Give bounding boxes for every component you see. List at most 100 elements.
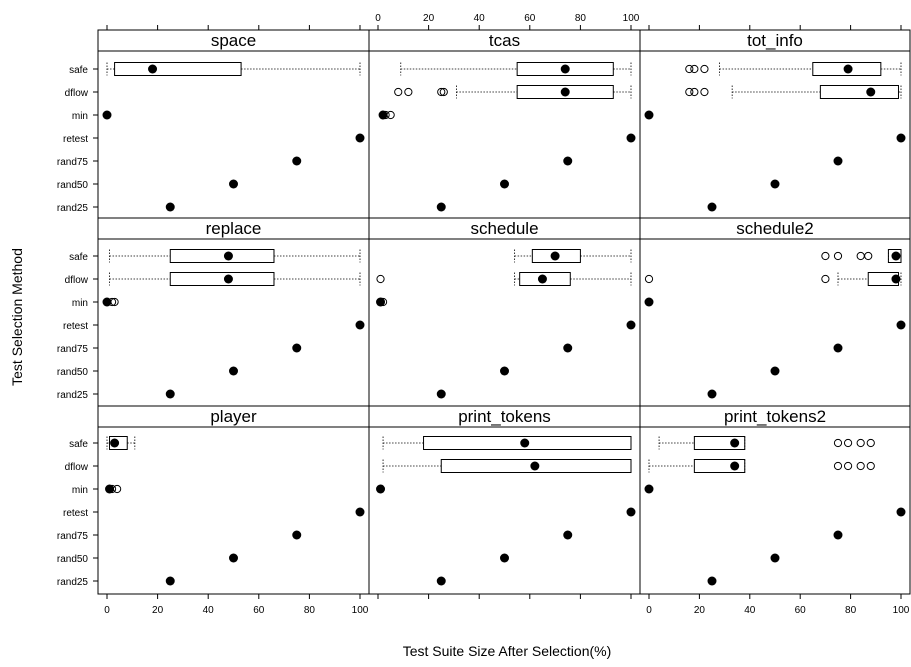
panel-schedule2-min-point [644, 297, 654, 307]
y-tick-label-min: min [72, 111, 88, 122]
y-axis-title: Test Selection Method [9, 248, 25, 386]
y-tick-label-rand75: rand75 [57, 157, 89, 168]
panel-tot_info-min-point [644, 110, 654, 120]
panel-print_tokens2-min-point [644, 484, 654, 494]
panel-space-rand75-point [292, 156, 302, 166]
panel-schedule2-safe-outlier-1 [833, 251, 843, 261]
panel-print_tokens2-retest-point [896, 507, 906, 517]
panel-player-rand75-point [292, 530, 302, 540]
x-tick-label: 20 [152, 605, 164, 616]
panel-print_tokens2-safe-box [693, 436, 746, 450]
panel-tcas-dflow-outlier-3 [439, 87, 448, 97]
panel-replace-rand75-point [292, 343, 302, 353]
panel-tcas-rand50-point [500, 179, 509, 189]
panel-print_tokens-rand75-point [563, 530, 573, 540]
panel-frame-print_tokens2 [639, 405, 911, 595]
panel-tot_info-retest-point [896, 133, 906, 143]
panel-player-min-outlier-1 [113, 484, 122, 494]
panel-print_tokens2-dflow-median [730, 461, 740, 471]
panel-print_tokens2-safe-median [730, 438, 740, 448]
panel-print_tokens-min-outlier-0 [376, 484, 385, 494]
panel-print_tokens2-dflow-outlier-1 [843, 461, 853, 471]
panel-schedule-dflow-outlier-0 [376, 274, 385, 284]
y-tick-label-safe: safe [69, 439, 88, 450]
panel-replace-safe-box [169, 249, 275, 263]
panel-print_tokens-rand25-point [436, 576, 446, 586]
panel-player-min-outlier-0 [107, 484, 117, 494]
panel-print_tokens2-dflow-outlier-3 [866, 461, 875, 471]
panel-tcas-retest-point [626, 133, 636, 143]
panel-replace-safe-median [223, 251, 233, 261]
x-tick-label: 20 [423, 13, 435, 24]
panel-print_tokens2-dflow-box [693, 459, 746, 473]
panel-schedule-min-point [376, 297, 386, 307]
x-tick-label: 100 [623, 13, 640, 24]
panel-print_tokens-retest-point [626, 507, 636, 517]
panel-print_tokens2: print_tokens2 [639, 405, 911, 595]
panel-print_tokens-safe-median [520, 438, 530, 448]
panel-tot_info-dflow-box [819, 85, 899, 99]
x-tick-label: 40 [203, 605, 215, 616]
panel-print_tokens2-safe-outlier-1 [843, 438, 853, 448]
panel-print_tokens2-rand75-point [833, 530, 843, 540]
strip-label-print_tokens2: print_tokens2 [724, 407, 826, 426]
x-axis-title: Test Suite Size After Selection(%) [403, 643, 612, 659]
y-tick-label-safe: safe [69, 252, 88, 263]
x-tick-label: 20 [694, 605, 706, 616]
panel-print_tokens-min-point [376, 484, 386, 494]
y-tick-label-rand25: rand25 [57, 390, 89, 401]
panel-space-safe-median [148, 64, 158, 74]
panel-replace-min-outlier-1 [110, 297, 119, 307]
panel-schedule2-safe-median [891, 251, 901, 261]
panel-print_tokens2-safe-outlier-3 [866, 438, 875, 448]
panel-schedule2: schedule2 [639, 217, 911, 407]
y-tick-label-min: min [72, 485, 88, 496]
y-tick-label-dflow: dflow [65, 462, 89, 473]
panel-tcas-dflow-outlier-1 [404, 87, 413, 97]
y-tick-label-safe: safe [69, 65, 88, 76]
y-tick-label-rand75: rand75 [57, 531, 89, 542]
panel-schedule2-safe-outlier-3 [864, 251, 873, 261]
panel-tot_info-safe-median [843, 64, 853, 74]
panel-schedule2-dflow-outlier-0 [644, 274, 654, 284]
panel-print_tokens-dflow-box [440, 459, 632, 473]
y-tick-label-retest: retest [63, 321, 88, 332]
panel-schedule-min-outlier-0 [378, 297, 388, 307]
y-tick-label-min: min [72, 298, 88, 309]
panel-print_tokens-safe-box [423, 436, 632, 450]
panel-space-rand25-point [165, 202, 175, 212]
x-tick-label: 100 [893, 605, 910, 616]
panel-print_tokens: print_tokens [368, 405, 641, 595]
panel-player-retest-point [355, 507, 365, 517]
x-tick-label: 60 [524, 13, 536, 24]
strip-label-player: player [210, 407, 257, 426]
panel-tcas-dflow-outlier-0 [394, 87, 403, 97]
panel-print_tokens2-dflow-outlier-0 [833, 461, 843, 471]
panel-schedule2-safe-box [887, 249, 902, 263]
panel-print_tokens-dflow-median [530, 461, 540, 471]
x-tick-label: 60 [795, 605, 807, 616]
panel-space-rand50-point [229, 179, 238, 189]
panel-tcas-min-outlier-1 [386, 110, 395, 120]
y-tick-label-rand50: rand50 [57, 554, 89, 565]
panel-schedule-dflow-median [537, 274, 547, 284]
panel-schedule-retest-point [626, 320, 636, 330]
panel-tcas-dflow-median [560, 87, 570, 97]
strip-label-tot_info: tot_info [747, 31, 803, 50]
x-tick-label: 0 [646, 605, 652, 616]
panel-schedule-rand25-point [436, 389, 446, 399]
panel-schedule2-rand75-point [833, 343, 843, 353]
strip-label-space: space [211, 31, 256, 50]
x-tick-label: 0 [104, 605, 110, 616]
x-tick-label: 40 [474, 13, 486, 24]
panel-tot_info-rand50-point [770, 179, 780, 189]
panel-replace-rand25-point [165, 389, 175, 399]
x-tick-label: 40 [744, 605, 756, 616]
panel-replace-retest-point [355, 320, 365, 330]
panel-tot_info-safe-box [812, 62, 882, 76]
x-tick-label: 80 [575, 13, 587, 24]
y-tick-label-rand25: rand25 [57, 203, 89, 214]
y-tick-label-dflow: dflow [65, 88, 89, 99]
panel-tot_info-dflow-outlier-0 [685, 87, 694, 97]
